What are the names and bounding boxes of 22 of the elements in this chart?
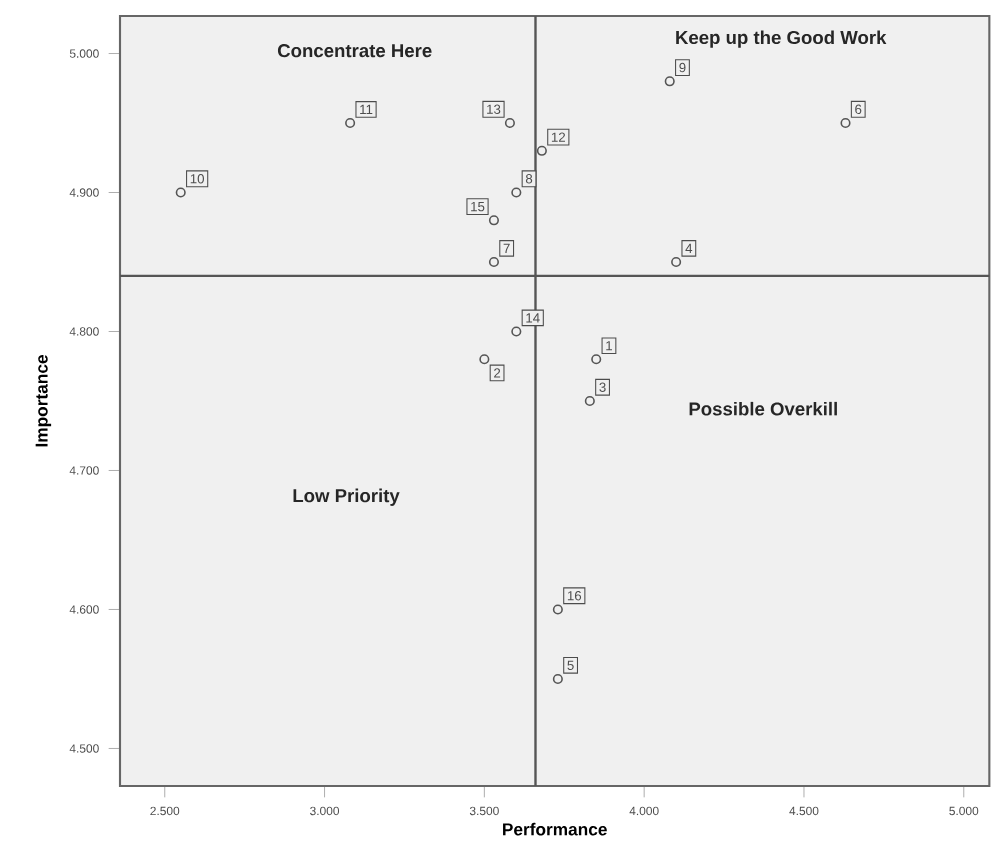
point xyxy=(671,256,682,268)
annotation: Low Priority xyxy=(293,488,400,506)
point xyxy=(552,673,563,685)
point xyxy=(175,187,186,198)
annotation: Possible Overkill xyxy=(689,401,837,416)
point xyxy=(504,117,515,129)
point xyxy=(591,354,602,365)
point xyxy=(552,604,563,615)
point xyxy=(488,215,499,226)
point xyxy=(488,256,499,268)
point xyxy=(840,117,851,129)
point xyxy=(511,187,522,198)
x-axis-title: Performance xyxy=(503,822,607,836)
point xyxy=(511,326,522,337)
point xyxy=(536,145,547,156)
annotation: Keep up the Good Work xyxy=(676,30,887,48)
point xyxy=(479,354,490,365)
annotation: Concentrate Here xyxy=(277,44,432,58)
point xyxy=(345,117,356,129)
point xyxy=(584,395,595,407)
y-axis-title: Importance xyxy=(35,355,52,447)
point xyxy=(664,76,675,87)
